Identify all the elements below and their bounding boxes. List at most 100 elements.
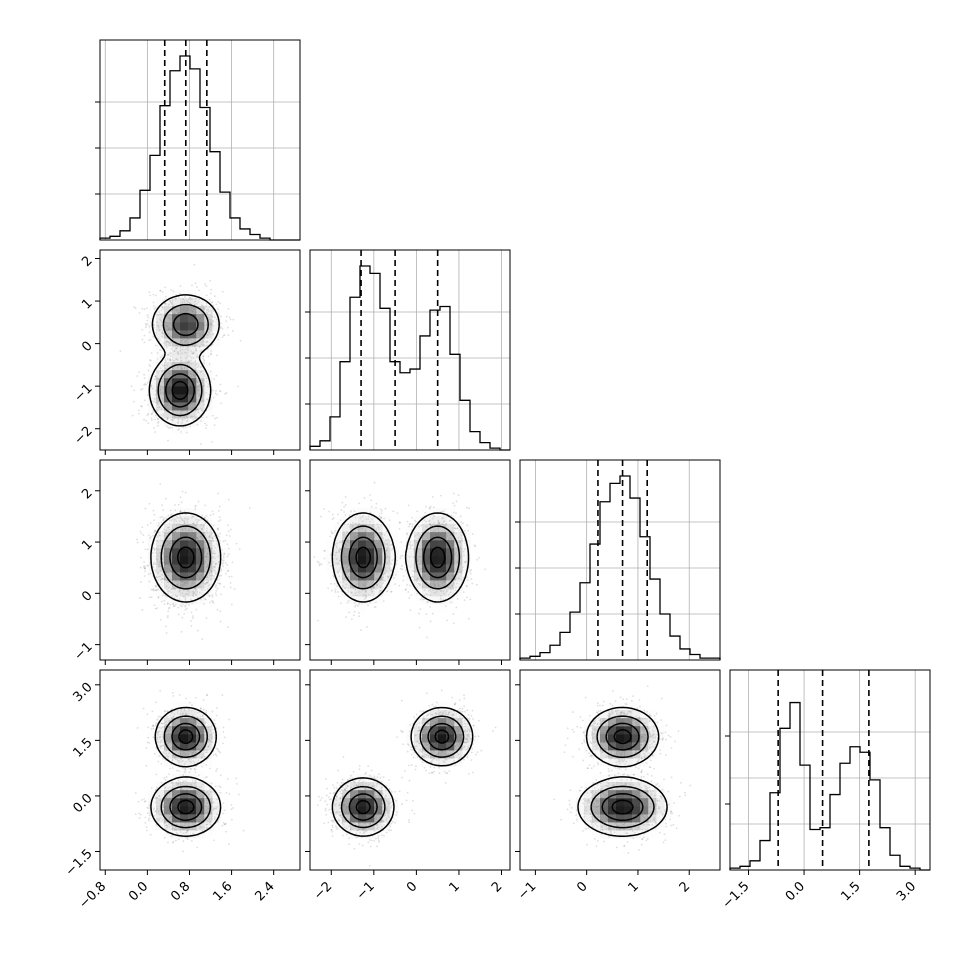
sample-point <box>167 304 170 306</box>
sample-point <box>370 505 373 508</box>
sample-point <box>382 600 385 603</box>
sample-point <box>158 563 161 566</box>
sample-point <box>153 548 156 551</box>
sample-point <box>211 538 214 540</box>
sample-point <box>171 419 174 421</box>
sample-point <box>188 604 190 606</box>
sample-point <box>429 594 432 597</box>
density-cell <box>156 394 165 403</box>
sample-point <box>141 307 144 310</box>
sample-point <box>159 562 161 565</box>
sample-point <box>390 562 393 565</box>
sample-point <box>140 532 143 535</box>
density-cell <box>164 596 173 605</box>
sample-point <box>173 350 176 352</box>
sample-point <box>339 547 342 550</box>
density-cell <box>196 540 205 549</box>
sample-point <box>415 580 418 582</box>
sample-point <box>350 591 353 594</box>
density-cell <box>172 548 181 557</box>
density-cell <box>172 426 181 435</box>
density-cell <box>172 564 181 573</box>
sample-point <box>149 522 152 524</box>
sample-point <box>181 519 183 521</box>
sample-point <box>352 614 355 617</box>
sample-point <box>338 569 341 572</box>
density-cell <box>180 346 189 355</box>
density-cell <box>164 548 173 557</box>
sample-point <box>214 592 217 595</box>
sample-point <box>192 595 195 598</box>
histogram-step-0 <box>99 55 300 241</box>
sample-point <box>227 530 230 533</box>
sample-point <box>192 352 194 355</box>
density-cell <box>196 532 205 541</box>
sample-point <box>454 578 456 581</box>
sample-point <box>330 532 333 535</box>
sample-point <box>205 427 207 430</box>
sample-point <box>159 516 162 519</box>
sample-point <box>471 533 474 535</box>
sample-point <box>183 595 186 598</box>
sample-point <box>183 510 186 513</box>
sample-point <box>213 550 216 552</box>
sample-point <box>220 569 223 572</box>
density-cell <box>196 386 205 395</box>
sample-point <box>196 423 199 426</box>
sample-point <box>181 616 184 619</box>
sample-point <box>155 551 158 554</box>
sample-point <box>395 563 398 566</box>
density-cell <box>188 306 197 315</box>
density-cell <box>220 556 229 565</box>
sample-point <box>409 543 411 546</box>
sample-point <box>187 355 189 358</box>
sample-point <box>181 490 184 493</box>
sample-point <box>173 588 176 590</box>
sample-point <box>364 594 367 597</box>
sample-point <box>206 311 208 314</box>
sample-point <box>177 613 180 616</box>
density-cell <box>212 322 221 331</box>
sample-point <box>219 582 222 585</box>
sample-point <box>148 596 151 599</box>
sample-point <box>204 598 207 601</box>
density-cell <box>204 314 213 323</box>
sample-point <box>368 520 371 523</box>
sample-point <box>223 585 225 588</box>
sample-point <box>130 385 133 387</box>
sample-point <box>227 547 230 550</box>
density-cell <box>164 508 173 517</box>
sample-point <box>171 427 174 429</box>
sample-point <box>380 516 383 519</box>
sample-point <box>157 524 160 527</box>
sample-point <box>235 542 238 545</box>
sample-point <box>328 561 330 564</box>
sample-point <box>146 564 149 567</box>
sample-point <box>227 626 229 629</box>
sample-point <box>219 539 222 542</box>
density-cell <box>172 330 181 339</box>
sample-point <box>437 519 440 522</box>
sample-point <box>476 558 479 561</box>
sample-point <box>210 292 212 295</box>
sample-point <box>159 318 162 321</box>
sample-point <box>226 555 229 558</box>
density-cell <box>212 524 221 533</box>
sample-point <box>161 594 164 597</box>
sample-point <box>160 577 163 580</box>
sample-point <box>423 519 426 522</box>
sample-point <box>437 522 440 525</box>
sample-point <box>177 421 180 423</box>
sample-point <box>217 527 220 530</box>
sample-point <box>152 301 155 304</box>
sample-point <box>222 559 225 562</box>
sample-point <box>140 556 142 559</box>
density-cell <box>156 338 165 347</box>
pair-inner-1-2 <box>313 481 487 639</box>
sample-point <box>227 553 230 556</box>
sample-point <box>386 589 389 592</box>
sample-point <box>166 340 169 343</box>
sample-point <box>167 581 170 583</box>
sample-point <box>200 341 203 344</box>
sample-point <box>216 527 219 530</box>
